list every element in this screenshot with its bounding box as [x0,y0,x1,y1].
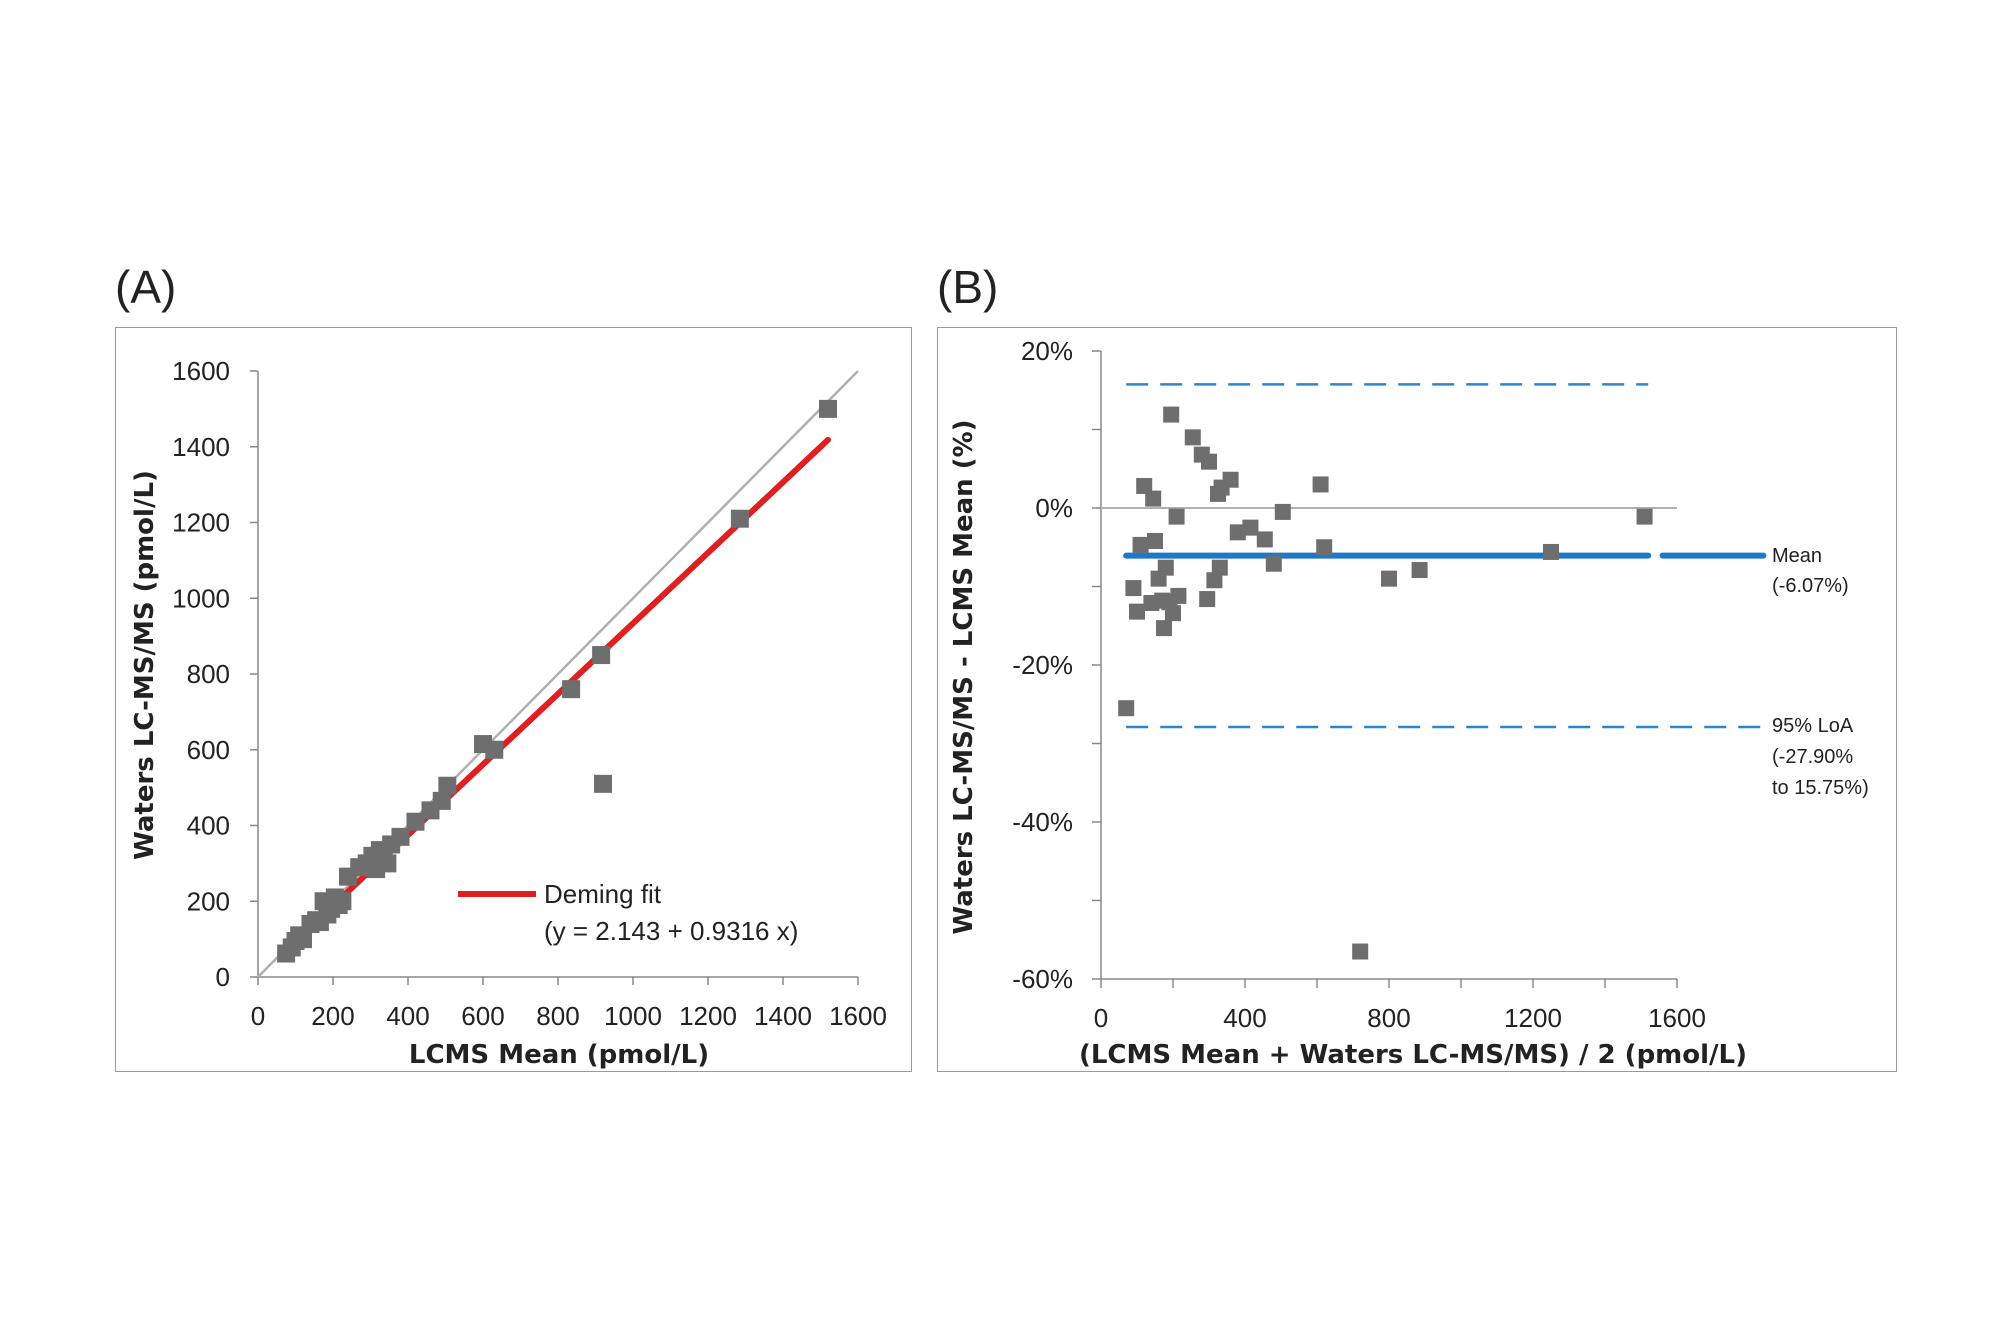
data-point [1411,562,1428,579]
data-point [1265,555,1282,572]
x-tick-label: 1600 [829,1001,887,1031]
data-point [592,646,611,665]
data-point [1145,490,1162,507]
data-point [1132,536,1149,553]
x-tick-label: 1400 [754,1001,812,1031]
mean-value-label: (-6.07%) [1772,575,1849,597]
y-tick-label: -40% [1012,807,1073,837]
y-tick-label: 1400 [172,432,230,462]
data-point [438,776,457,795]
x-tick-label: 400 [386,1001,429,1031]
data-point [562,680,581,699]
data-point [1147,532,1163,549]
data-point [1168,508,1185,525]
data-point [333,892,352,911]
x-tick-label: 0 [251,1001,265,1031]
x-tick-label: 800 [1367,1003,1410,1033]
legend-equation: (y = 2.143 + 0.9316 x) [544,916,798,946]
deming-chart-frame: 0 200 400 600 800 1000 1200 1400 1600 0 200 400 600 8… [115,327,912,1072]
data-point [1222,471,1239,488]
data-point [1156,620,1172,637]
data-point [1129,603,1145,620]
data-point [1136,478,1153,495]
y-tick-label: 20% [1021,336,1073,366]
data-point [1274,503,1291,520]
data-point [406,812,425,831]
data-point [1312,476,1329,493]
x-tick-label: 200 [311,1001,354,1031]
legend-label: Deming fit [544,879,662,909]
bland-altman-chart: 20% 0% -20% -40% -60% 0 400 800 1200 1600 (LCMS M… [949,336,1869,1070]
y-tick-label: 1200 [172,508,230,538]
data-point [1201,453,1217,470]
x-tick-label: 800 [536,1001,579,1031]
panel-b-label: (B) [937,261,999,313]
data-point [730,509,749,528]
y-tick-label: 1600 [172,356,230,386]
x-tick-label: 400 [1223,1003,1266,1033]
data-point [1125,580,1142,597]
x-tick-label: 1000 [604,1001,662,1031]
x-tick-label: 1200 [1504,1003,1562,1033]
x-tick-label: 1600 [1648,1003,1706,1033]
x-axis-label: LCMS Mean (pmol/L) [409,1040,709,1070]
y-tick-label: 800 [187,659,230,689]
data-point [294,930,312,949]
panel-a-label: (A) [115,261,177,313]
x-tick-label: 0 [1094,1003,1108,1033]
loa-value-label-1: (-27.90% [1772,746,1853,768]
data-point [391,827,410,846]
data-point [378,854,397,873]
data-point [1211,559,1228,576]
mean-label: Mean [1772,545,1822,567]
data-point [819,399,837,418]
loa-label: 95% LoA [1772,715,1854,737]
data-point [1118,700,1135,717]
data-point [1157,559,1174,576]
data-point [1229,524,1246,541]
data-point [1316,539,1333,556]
y-tick-label: 1000 [172,583,230,613]
bland-altman-chart-frame: 20% 0% -20% -40% -60% 0 400 800 1200 1600 (LCMS M… [937,327,1897,1072]
y-tick-label: 0 [216,962,230,992]
y-tick-label: 0% [1035,493,1073,523]
data-point [1256,531,1273,548]
y-tick-label: -20% [1012,650,1073,680]
data-point [1163,406,1180,423]
y-tick-label: 400 [187,811,230,841]
y-axis-label: Waters LC-MS/MS - LCMS Mean (%) [949,419,979,934]
y-tick-label: -60% [1012,964,1073,994]
x-axis-label: (LCMS Mean + Waters LC-MS/MS) / 2 (pmol/… [1079,1040,1747,1070]
data-point [1199,591,1216,608]
data-point [1242,519,1259,536]
y-tick-label: 200 [187,886,230,916]
data-point [1381,570,1397,587]
data-point [432,791,451,810]
data-point [1543,543,1559,560]
deming-scatter-chart: 0 200 400 600 800 1000 1200 1400 1600 0 200 400 600 8… [130,356,887,1070]
data-point [594,774,612,793]
data-point [1170,587,1187,604]
data-point [1206,572,1223,589]
y-tick-label: 600 [187,735,230,765]
data-point [1184,429,1201,446]
y-axis-label: Waters LC-MS/MS (pmol/L) [130,470,160,860]
x-tick-label: 600 [461,1001,504,1031]
data-point [1165,605,1181,622]
x-tick-label: 1200 [679,1001,737,1031]
data-point [485,740,504,759]
data-point [1636,508,1653,525]
loa-value-label-2: to 15.75%) [1772,777,1869,799]
data-point [1352,943,1369,960]
